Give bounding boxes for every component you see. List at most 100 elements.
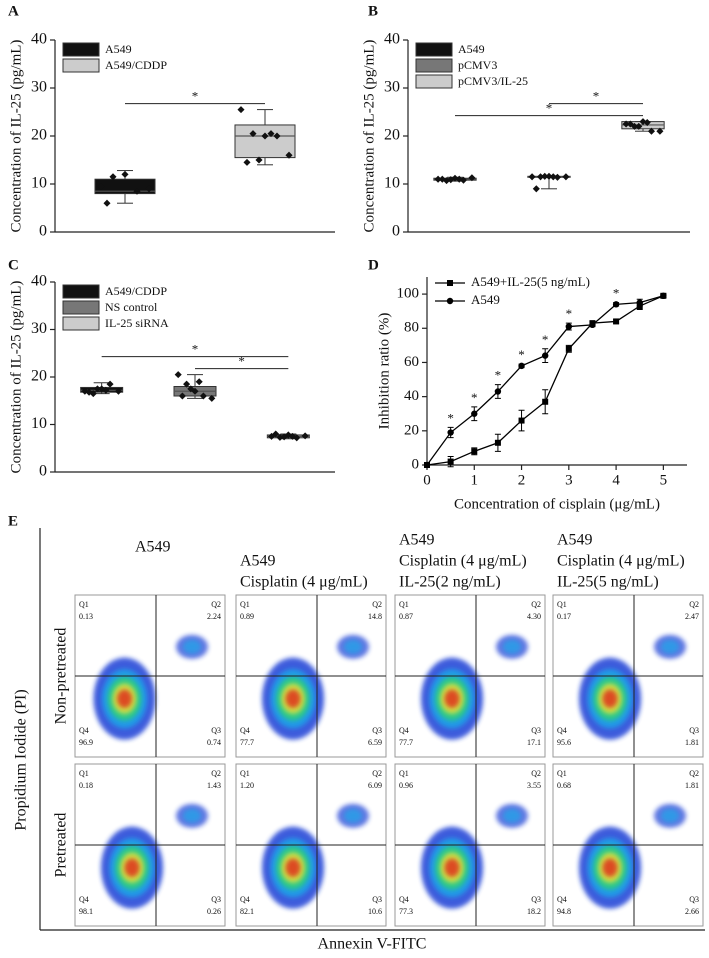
density-cloud <box>444 858 460 877</box>
quadrant-value: 1.43 <box>207 781 221 790</box>
marker <box>660 292 667 299</box>
quadrant-value: 77.7 <box>240 738 254 747</box>
y-axis-title: Concentration of IL-25 (pg/mL) <box>8 281 24 474</box>
y-tick-label: 40 <box>31 31 47 48</box>
legend-label: pCMV3/IL-25 <box>458 74 528 88</box>
quadrant-value: 3.55 <box>527 781 541 790</box>
data-point <box>272 430 280 438</box>
marker <box>589 321 596 329</box>
y-tick-label: 10 <box>384 175 400 192</box>
data-point <box>133 187 141 195</box>
y-axis-title: Concentration of IL-25 (pg/mL) <box>361 40 377 233</box>
data-point <box>93 385 102 393</box>
data-point <box>97 182 105 190</box>
quadrant-value: 0.96 <box>399 781 413 790</box>
y-tick-label: 20 <box>384 127 400 144</box>
row-label: Non-pretreated <box>53 628 70 725</box>
panel-letter: C <box>8 257 19 273</box>
box <box>94 178 156 195</box>
quadrant-value: 77.3 <box>399 907 413 916</box>
quadrant-value: 98.1 <box>79 907 93 916</box>
marker <box>636 299 643 306</box>
marker <box>447 429 454 436</box>
quadrant-name: Q3 <box>689 726 699 735</box>
column-header: A549 <box>240 553 276 570</box>
y-tick-label: 0 <box>392 223 400 240</box>
data-point <box>178 392 186 400</box>
quadrant-value: 1.81 <box>685 781 699 790</box>
y-tick-label: 60 <box>404 354 419 370</box>
significance-mark: * <box>518 347 525 362</box>
y-tick-label: 0 <box>39 223 47 240</box>
quadrant-value: 2.24 <box>207 612 221 621</box>
data-point <box>273 132 281 140</box>
data-point <box>183 380 191 388</box>
flow-plot: Q1 0.89 Q2 14.8 Q3 6.59 Q4 77.7 <box>235 594 387 758</box>
data-point <box>249 130 257 138</box>
legend-label: NS control <box>105 300 158 314</box>
marker <box>613 318 620 325</box>
column-header: A549 <box>557 532 593 549</box>
quadrant-value: 0.74 <box>207 738 221 747</box>
density-cloud <box>285 858 301 877</box>
density-cloud <box>344 639 362 654</box>
y-tick-label: 20 <box>404 422 419 438</box>
data-point <box>643 119 651 127</box>
quadrant-name: Q2 <box>689 600 699 609</box>
legend-swatch <box>415 58 453 73</box>
quadrant-value: 77.7 <box>399 738 413 747</box>
density-cloud <box>124 858 140 877</box>
quadrant-name: Q3 <box>211 726 221 735</box>
data-point <box>121 170 129 178</box>
legend-swatch <box>62 58 100 73</box>
data-point <box>106 380 114 388</box>
quadrant-value: 94.8 <box>557 907 571 916</box>
significance-mark: * <box>192 342 199 357</box>
quadrant-value: 4.30 <box>527 612 541 621</box>
marker <box>565 345 572 352</box>
quadrant-value: 96.9 <box>79 738 93 747</box>
quadrant-name: Q1 <box>557 600 567 609</box>
density-cloud <box>661 808 679 823</box>
quadrant-name: Q4 <box>399 726 409 735</box>
data-point <box>243 158 251 166</box>
panel-letter: E <box>8 513 18 529</box>
significance-mark: * <box>495 368 502 383</box>
data-point <box>115 180 123 188</box>
significance-mark: * <box>447 410 454 425</box>
column-header: IL-25(2 ng/mL) <box>399 574 501 591</box>
y-tick-label: 40 <box>404 388 419 404</box>
data-point <box>114 387 123 395</box>
series-line <box>426 295 664 466</box>
series-line <box>426 295 664 466</box>
y-tick-label: 80 <box>404 320 419 336</box>
quadrant-name: Q1 <box>240 600 250 609</box>
legend-swatch <box>62 42 100 57</box>
quadrant-value: 10.6 <box>368 907 382 916</box>
data-point <box>276 433 284 441</box>
significance-mark: * <box>192 89 199 104</box>
flow-plot: Q1 0.13 Q2 2.24 Q3 0.74 Q4 96.9 <box>74 594 226 758</box>
data-point <box>103 199 111 207</box>
quadrant-value: 0.26 <box>207 907 221 916</box>
column-header: Cisplatin (4 μg/mL) <box>399 553 527 570</box>
density-cloud <box>602 689 618 708</box>
legend-label: A549/CDDP <box>105 284 167 298</box>
significance-mark: * <box>613 286 620 301</box>
data-point <box>174 371 182 379</box>
box <box>234 124 296 159</box>
marker <box>542 398 549 405</box>
panel-letter: D <box>368 257 379 273</box>
quadrant-value: 0.18 <box>79 781 93 790</box>
density-cloud <box>503 639 521 654</box>
y-tick-label: 30 <box>31 320 47 337</box>
quadrant-name: Q4 <box>240 726 250 735</box>
data-point <box>562 173 570 181</box>
data-point <box>528 173 536 181</box>
quadrant-name: Q3 <box>372 726 382 735</box>
legend-swatch <box>62 300 100 315</box>
data-point <box>187 385 195 393</box>
density-cloud <box>183 808 201 823</box>
data-point <box>145 185 153 193</box>
